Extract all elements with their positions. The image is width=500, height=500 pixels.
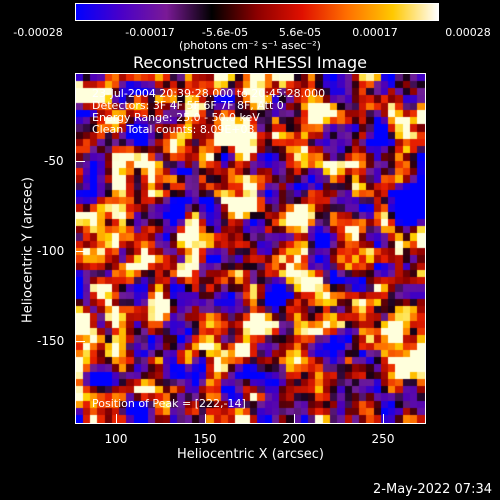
method-counts-label: Clean Total counts: 8.09E+03 [92, 123, 255, 136]
x-tick-label: 100 [104, 432, 128, 446]
y-tick-label: -50 [44, 154, 64, 168]
colorbar-tick-label: -5.6e-05 [201, 26, 249, 39]
energy-range-label: Energy Range: 25.0 - 50.0 keV [92, 111, 260, 124]
colorbar-tick-label: -0.00028 [13, 26, 63, 39]
colorbar-tick-label: 0.00017 [352, 26, 398, 39]
detectors-label: Detectors: 3F 4F 5F 6F 7F 8F, Att 0 [92, 99, 284, 112]
x-axis-label: Heliocentric X (arcsec) [177, 447, 324, 462]
y-tick-label: -100 [37, 244, 65, 258]
time-range-label: 23-Jul-2004 20:39:28.000 to 20:45:28.000 [92, 87, 326, 100]
colorbar-tick-label: 5.6e-05 [278, 26, 322, 39]
peak-position-label: Position of Peak = [222,-14] [92, 397, 246, 410]
image-title: Reconstructed RHESSI Image [133, 53, 367, 72]
x-tick-label: 250 [371, 432, 395, 446]
reconstructed-image [76, 74, 425, 423]
colorbar-tick-label: -0.00017 [125, 26, 175, 39]
colorbar-tick-label: 0.00028 [445, 26, 491, 39]
colorbar [75, 3, 439, 21]
y-axis-label: Heliocentric Y (arcsec) [20, 177, 36, 323]
x-tick-label: 150 [193, 432, 217, 446]
y-tick-label: -150 [37, 334, 65, 348]
colorbar-units: (photons cm⁻² s⁻¹ asec⁻²) [179, 39, 321, 52]
x-tick-label: 200 [282, 432, 306, 446]
timestamp-footer: 2-May-2022 07:34 [373, 482, 492, 497]
image-plot [75, 73, 426, 424]
